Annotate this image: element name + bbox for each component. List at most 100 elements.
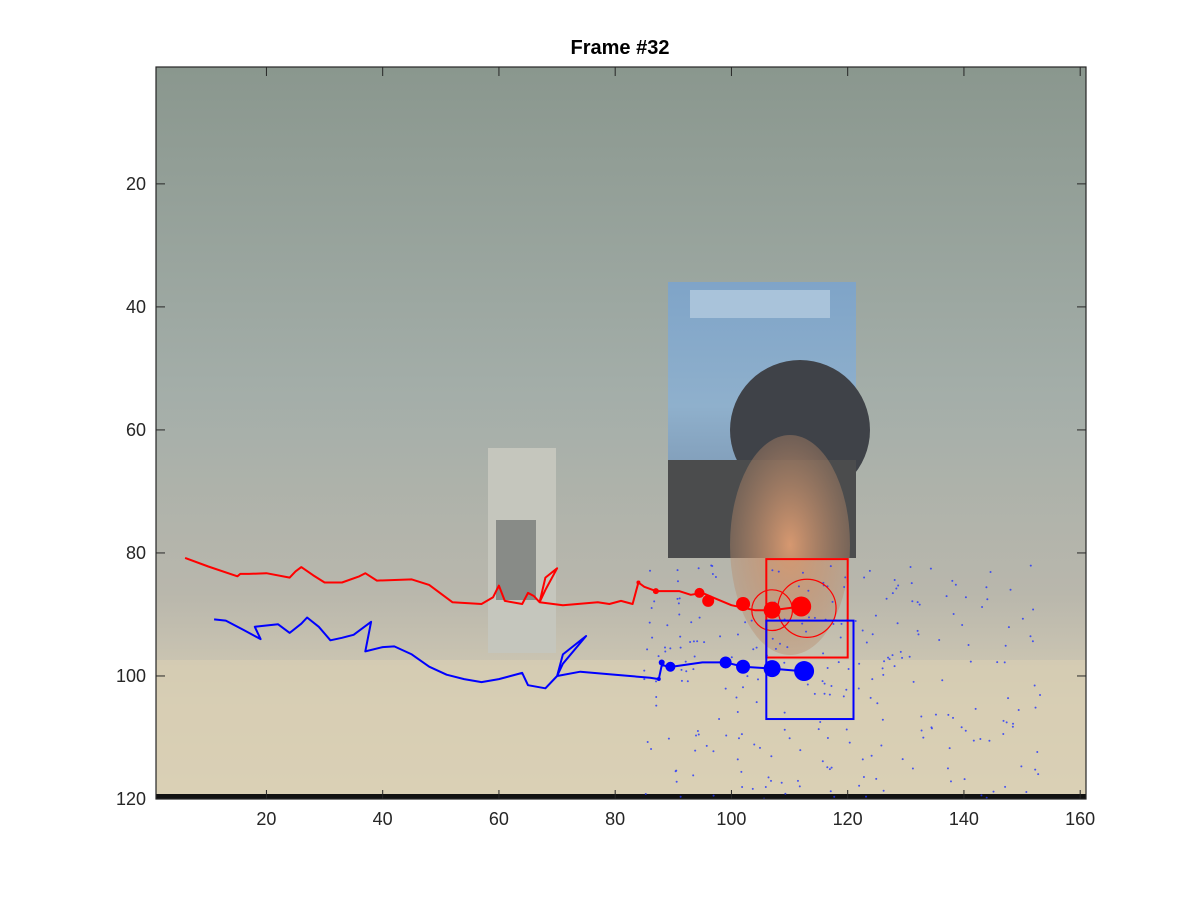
scatter-dot <box>657 655 660 658</box>
scatter-dot <box>684 660 687 663</box>
scatter-dot <box>771 637 774 640</box>
scatter-dot <box>1007 697 1010 700</box>
scatter-dot <box>896 622 899 625</box>
scatter-dot <box>1003 661 1006 664</box>
scatter-dot <box>908 655 911 658</box>
scatter-dot <box>1034 768 1037 771</box>
scatter-dot <box>893 578 896 581</box>
scatter-dot <box>719 635 722 638</box>
scatter-dot <box>1025 790 1028 793</box>
scatter-dot <box>813 692 816 695</box>
scatter-dot <box>865 795 868 798</box>
trajectory-marker <box>658 659 665 666</box>
scatter-dot <box>1020 765 1023 768</box>
scatter-dot <box>797 585 800 588</box>
scatter-dot <box>676 580 679 583</box>
scatter-dot <box>718 717 721 720</box>
scatter-dot <box>828 768 831 771</box>
scatter-dot <box>679 646 682 649</box>
scatter-dot <box>821 680 824 683</box>
scatter-dot <box>1039 693 1042 696</box>
scatter-dot <box>696 640 699 643</box>
scatter-dot <box>725 734 728 737</box>
scatter-dot <box>650 606 653 609</box>
scatter-dot <box>644 792 647 795</box>
scatter-dot <box>930 726 933 729</box>
scatter-dot <box>1029 635 1032 638</box>
scatter-dot <box>796 779 799 782</box>
trajectory-marker <box>636 580 641 585</box>
scatter-dot <box>826 666 829 669</box>
hand-shape <box>730 435 850 655</box>
uncertainty-circle <box>777 578 837 638</box>
scatter-dot <box>1009 588 1012 591</box>
scatter-dot <box>918 603 921 606</box>
bottom-edge <box>156 794 1086 799</box>
scatter-dot <box>858 784 861 787</box>
scatter-dot <box>680 668 683 671</box>
scatter-dot <box>698 616 701 619</box>
scatter-dot <box>1033 684 1036 687</box>
scatter-dot <box>888 658 891 661</box>
scatter-dot <box>823 682 826 685</box>
scatter-dot <box>740 770 743 773</box>
scatter-dot <box>750 619 753 622</box>
scatter-dot <box>788 737 791 740</box>
scatter-dot <box>868 569 871 572</box>
scatter-dot <box>832 622 835 625</box>
scatter-dot <box>861 758 864 761</box>
scatter-dot <box>777 570 780 573</box>
scatter-dot <box>845 728 848 731</box>
scatter-dot <box>767 776 770 779</box>
bounding-box-1 <box>765 619 855 721</box>
scatter-dot <box>712 750 715 753</box>
scatter-dot <box>1011 725 1014 728</box>
scatter-dot <box>917 633 920 636</box>
scatter-dot <box>979 737 982 740</box>
y-tick-label: 40 <box>126 297 146 317</box>
trajectory-marker <box>763 601 781 619</box>
scatter-dot <box>1007 626 1010 629</box>
scatter-dot <box>941 679 944 682</box>
scatter-dot <box>643 678 646 681</box>
scatter-dot <box>829 565 832 568</box>
scatter-dot <box>981 605 984 608</box>
axes-ticks: 20 40 60 80 100 120 140 160 20 40 60 80 100 120 <box>116 67 1095 829</box>
bottle-label <box>496 520 536 600</box>
scatter-dot <box>694 749 697 752</box>
scatter-dot <box>714 575 717 578</box>
scatter-dot <box>974 707 977 710</box>
scatter-dot <box>996 661 999 664</box>
scatter-dot <box>980 794 983 797</box>
scatter-dot <box>920 715 923 718</box>
scatter-dot <box>655 704 658 707</box>
scatter-dot <box>822 652 825 655</box>
scatter-dot <box>1005 721 1008 724</box>
scatter-dot <box>737 737 740 740</box>
scatter-dot <box>916 629 919 632</box>
scatter-dot <box>771 569 774 572</box>
scatter-dot <box>801 571 804 574</box>
scatter-dot <box>848 741 851 744</box>
trajectory-marker <box>665 661 676 672</box>
scatter-dot <box>807 616 810 619</box>
scatter-dot <box>690 621 693 624</box>
scatter-dot <box>871 633 874 636</box>
trajectory-marker <box>736 659 751 674</box>
scatter-dot <box>780 781 783 784</box>
scatter-dot <box>826 766 829 769</box>
x-tick-label: 120 <box>833 809 863 829</box>
scatter-dot <box>861 629 864 632</box>
scatter-dot <box>847 668 850 671</box>
scatter-dot <box>916 601 919 604</box>
scatter-dot <box>854 620 857 623</box>
trajectory-marker <box>763 660 781 678</box>
scatter-dot <box>945 595 948 598</box>
scatter-dot <box>1032 608 1035 611</box>
scatter-dot <box>946 767 949 770</box>
scatter-dot <box>801 622 804 625</box>
scatter-dot <box>755 701 758 704</box>
scatter-dot <box>786 646 789 649</box>
series-layer <box>184 556 855 721</box>
scatter-dot <box>752 648 755 651</box>
